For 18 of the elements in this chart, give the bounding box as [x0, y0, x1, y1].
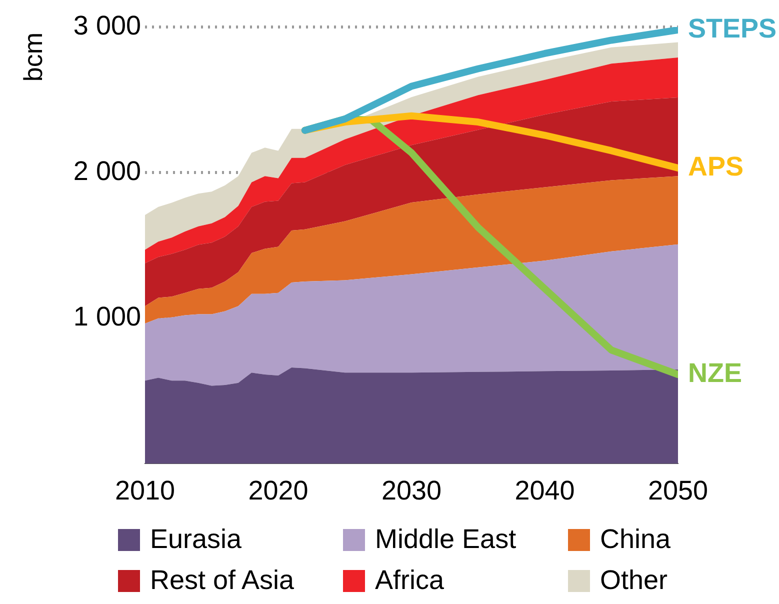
series-label: STEPS: [688, 13, 777, 44]
x-tick-label: 2040: [514, 475, 575, 506]
x-tick-label: 2010: [114, 475, 176, 506]
legend-label: China: [600, 524, 671, 555]
y-axis-title: bcm: [18, 32, 48, 82]
y-tick-label: 3 000: [73, 10, 141, 40]
x-tick-label: 2030: [381, 475, 442, 506]
x-tick-label: 2020: [248, 475, 308, 506]
legend-label: Middle East: [375, 524, 516, 555]
legend-label: Rest of Asia: [150, 565, 294, 596]
x-tick-label: 2050: [648, 475, 708, 506]
y-tick-label: 2 000: [73, 156, 141, 186]
legend-label: Eurasia: [150, 524, 242, 555]
series-label: APS: [688, 151, 744, 182]
legend-label: Africa: [375, 565, 444, 596]
series-label: NZE: [688, 358, 742, 388]
y-tick-label: 1 000: [73, 302, 141, 332]
legend-label: Other: [600, 565, 668, 596]
